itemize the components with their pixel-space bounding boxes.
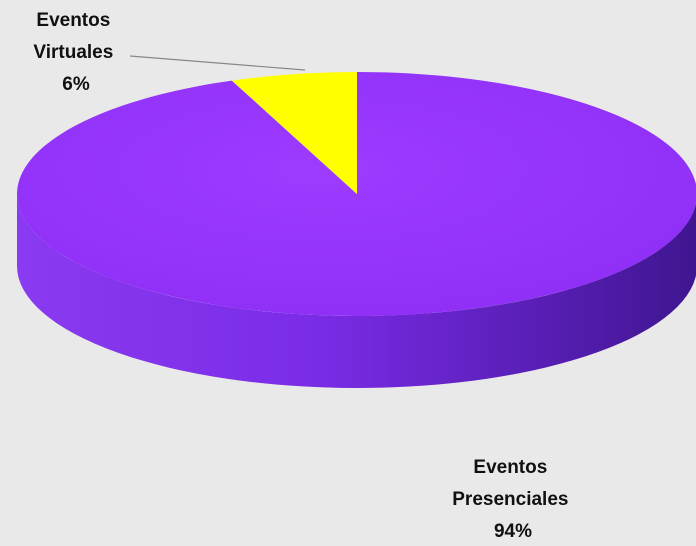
leader-line — [129, 55, 306, 71]
label-line-1: Eventos — [473, 457, 547, 478]
pie-slice-eventos-presenciales — [17, 72, 696, 316]
pie-slice-eventos-virtuales — [231, 72, 357, 194]
percent-label: 6% — [62, 74, 90, 95]
slice-label-eventos-virtuales: Eventos Virtuales 6% — [33, 10, 118, 95]
slice-label-eventos-presenciales: Eventos Presenciales 94% — [452, 457, 573, 542]
label-line-2: Virtuales — [33, 42, 113, 63]
label-line-2: Presenciales — [452, 489, 568, 510]
label-line-1: Eventos — [36, 10, 110, 31]
pie-side — [17, 194, 696, 388]
percent-label: 94% — [494, 521, 532, 542]
